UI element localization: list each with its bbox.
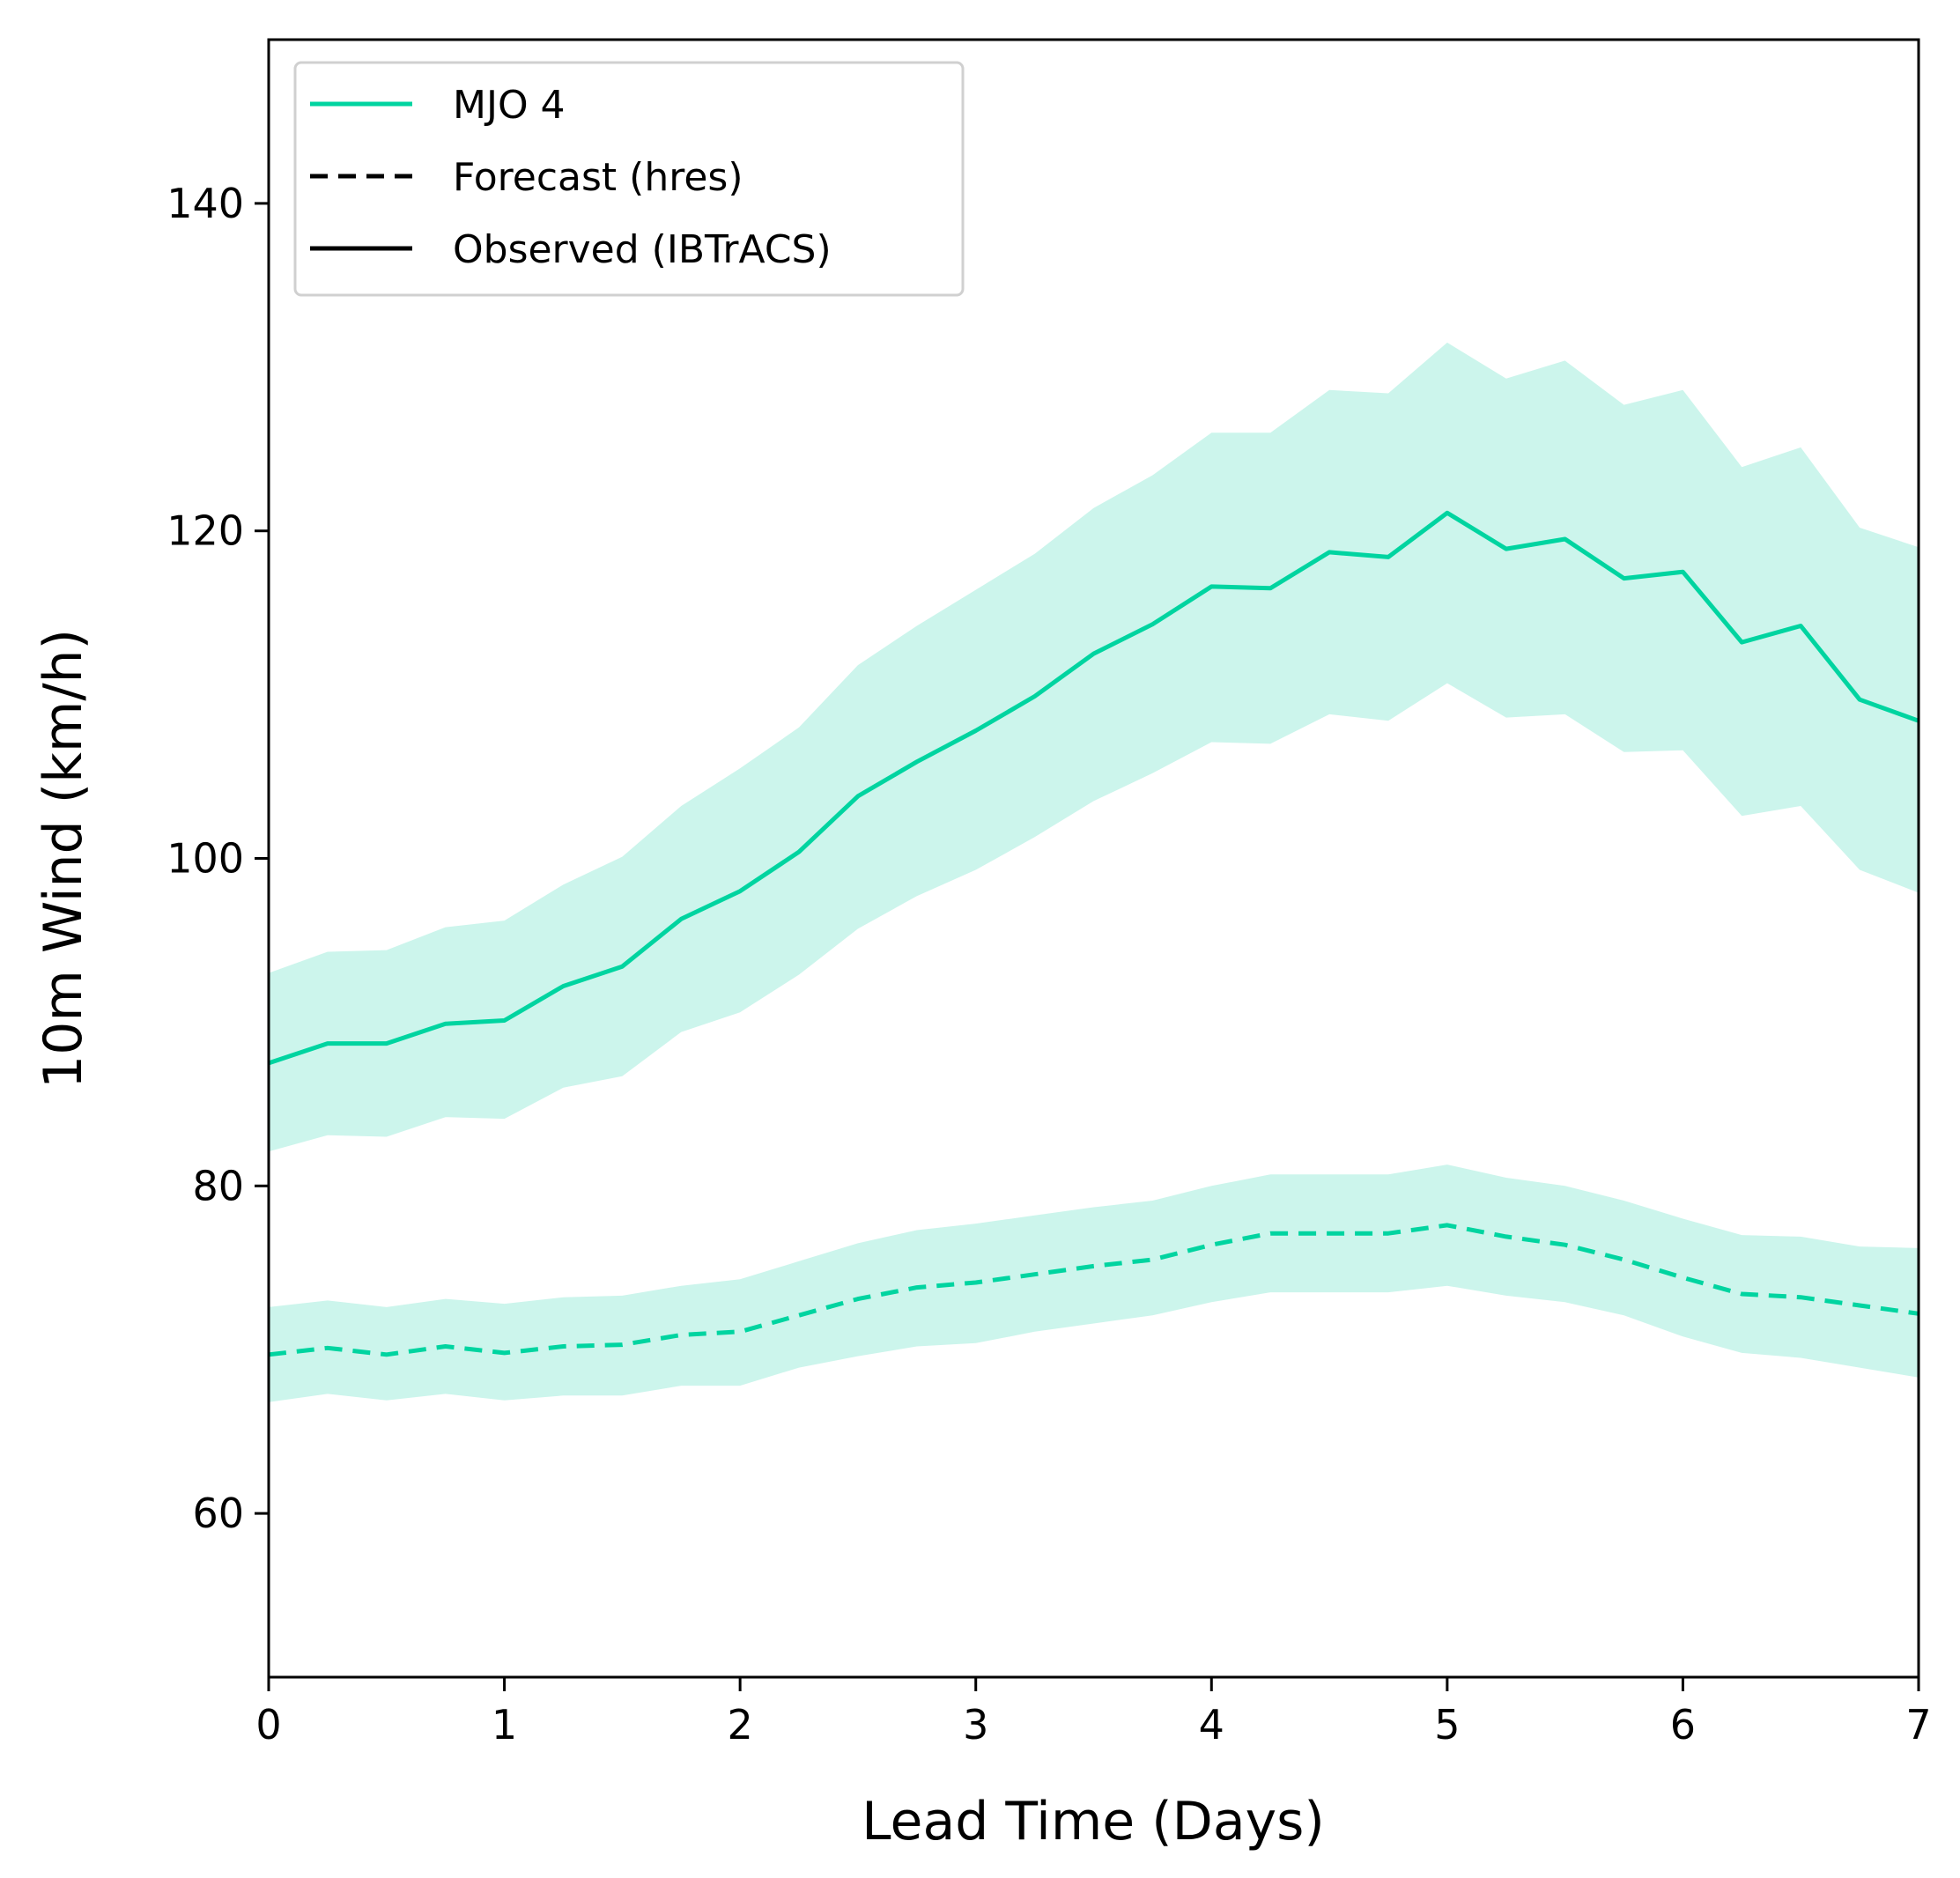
x-tick-label: 2 — [728, 1701, 753, 1749]
y-tick-label: 80 — [192, 1162, 244, 1209]
y-tick-label: 120 — [166, 507, 244, 555]
x-tick-label: 4 — [1199, 1701, 1224, 1749]
series-lines — [268, 510, 1919, 1357]
y-tick-label: 140 — [166, 180, 244, 227]
y-tick-label: 60 — [192, 1490, 244, 1537]
line-observed — [268, 510, 1919, 1066]
y-tick-label: 100 — [166, 835, 244, 883]
x-tick-label: 1 — [492, 1701, 517, 1749]
y-axis-ticks: 60 80 100 120 140 — [166, 180, 269, 1537]
y-axis-label: 10m Wind (km/h) — [33, 629, 94, 1089]
confidence-bands — [269, 342, 1919, 1402]
legend: MJO 4 Forecast (hres) Observed (IBTrACS) — [293, 61, 965, 297]
band-observed — [269, 342, 1919, 1152]
legend-label: MJO 4 — [453, 83, 566, 128]
x-tick-label: 6 — [1670, 1701, 1696, 1749]
band-forecast — [269, 1165, 1919, 1402]
x-tick-label: 3 — [963, 1701, 988, 1749]
line-forecast — [268, 1223, 1919, 1357]
x-tick-label: 5 — [1434, 1701, 1460, 1749]
legend-label: Forecast (hres) — [453, 155, 743, 200]
x-tick-label: 7 — [1905, 1701, 1931, 1749]
x-axis-label: Lead Time (Days) — [862, 1791, 1325, 1852]
legend-label: Observed (IBTrACS) — [453, 227, 832, 272]
x-axis-ticks: 0 1 2 3 4 5 6 7 — [255, 1677, 1932, 1749]
x-tick-label: 0 — [255, 1701, 281, 1749]
legend-box — [293, 61, 965, 297]
